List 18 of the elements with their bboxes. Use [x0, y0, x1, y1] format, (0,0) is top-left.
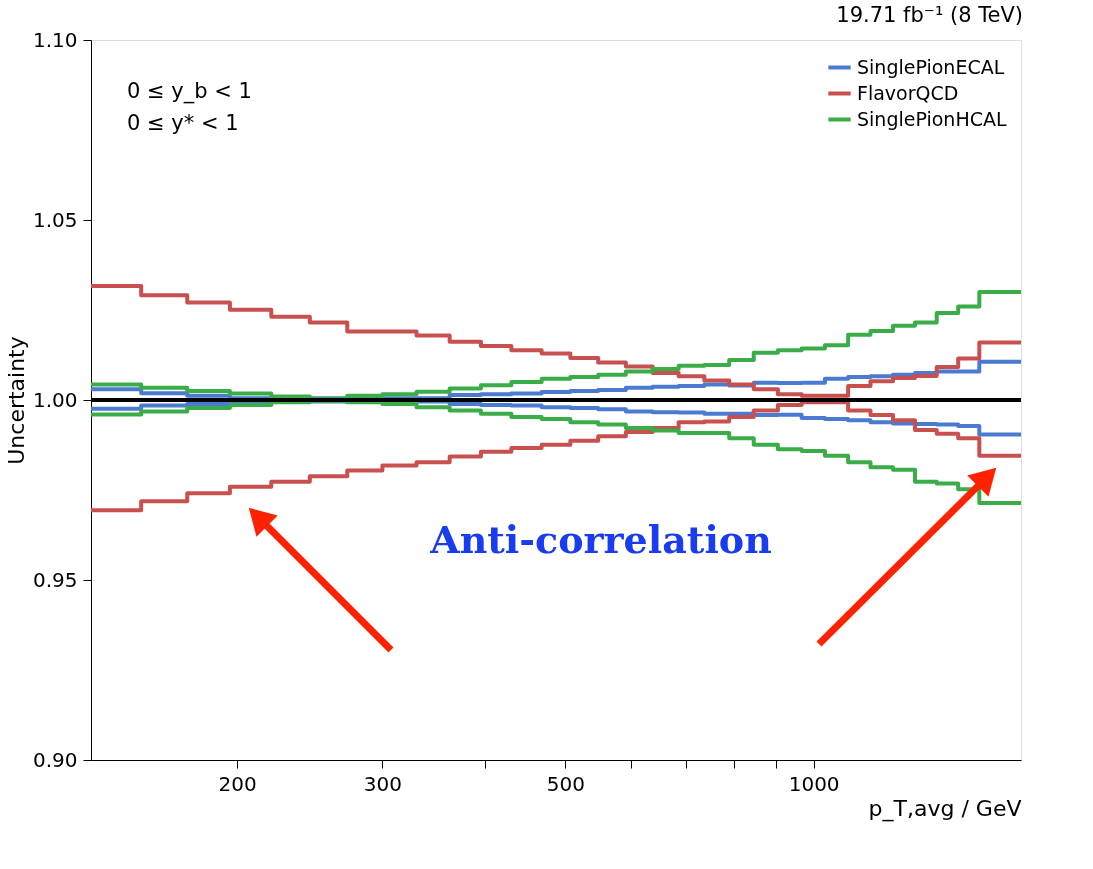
y-tick-label: 1.05: [32, 207, 78, 232]
y-tick-label: 1.10: [32, 27, 78, 52]
x-tick-label: 500: [546, 771, 585, 796]
y-tick-label: 1.00: [32, 387, 78, 412]
y-tick-label: 0.90: [32, 747, 78, 772]
annotation: 0 ≤ y* < 1: [127, 111, 239, 135]
legend-label: FlavorQCD: [857, 81, 959, 104]
y-axis-title: Uncertainty: [3, 336, 29, 465]
chart-title: 19.71 fb⁻¹ (8 TeV): [836, 3, 1023, 27]
x-axis-title: p_T,avg / GeV: [868, 795, 1022, 822]
x-tick-label: 300: [363, 771, 402, 796]
annotation: Anti-correlation: [429, 517, 772, 562]
legend-label: SinglePionHCAL: [857, 107, 1007, 130]
y-tick-label: 0.95: [32, 567, 78, 592]
legend-label: SinglePionECAL: [857, 55, 1005, 78]
x-tick-label: 1000: [788, 771, 840, 796]
annotation: 0 ≤ y_b < 1: [127, 79, 252, 104]
x-tick-label: 200: [218, 771, 257, 796]
